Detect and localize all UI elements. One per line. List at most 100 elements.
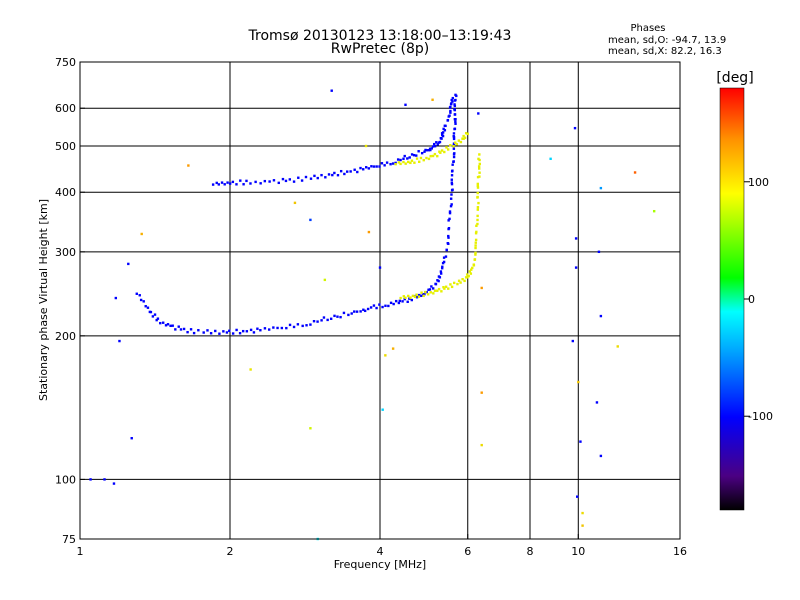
o-mode-point xyxy=(135,292,138,295)
x-mode-point xyxy=(432,292,435,295)
o-mode-f2-point xyxy=(336,174,340,177)
o-mode-point xyxy=(452,142,456,145)
scatter-point xyxy=(391,347,395,350)
x-mode-point xyxy=(476,191,479,195)
x-mode-point xyxy=(476,184,480,188)
scatter-point xyxy=(323,278,327,282)
scatter-point xyxy=(249,368,252,371)
o-mode-point xyxy=(415,296,419,299)
scatter-point xyxy=(118,339,121,343)
o-mode-f2-point xyxy=(449,105,452,109)
scatter-point xyxy=(581,524,584,527)
o-mode-point xyxy=(410,298,413,302)
scatter-point xyxy=(581,511,584,515)
o-mode-point xyxy=(452,147,456,150)
x-mode-point xyxy=(471,266,474,270)
o-mode-point xyxy=(182,327,186,331)
scatter-point xyxy=(599,454,603,458)
o-mode-point xyxy=(280,326,284,330)
chart-subtitle: RwPretec (8p) xyxy=(331,41,429,57)
o-mode-point xyxy=(444,255,448,258)
x-mode-f2-point xyxy=(439,151,442,154)
scatter-point xyxy=(576,495,579,498)
o-mode-point xyxy=(387,304,390,308)
o-mode-f2-point xyxy=(309,177,313,180)
x-mode-point xyxy=(442,286,445,289)
x-mode-point xyxy=(457,279,461,283)
o-mode-point xyxy=(450,203,453,206)
o-mode-point xyxy=(186,330,189,334)
o-mode-point xyxy=(401,300,404,303)
x-tick-label: 8 xyxy=(527,545,534,558)
scatter-point xyxy=(130,437,133,440)
x-mode-point xyxy=(422,294,425,298)
o-mode-point xyxy=(445,248,448,252)
colorbar-tick-label: -100 xyxy=(748,410,773,423)
o-mode-point xyxy=(449,204,453,208)
o-mode-point xyxy=(440,267,444,270)
o-mode-point xyxy=(353,310,356,313)
o-mode-point xyxy=(359,310,362,313)
o-mode-point xyxy=(452,135,455,138)
x-mode-point xyxy=(478,171,481,174)
o-mode-f2-point xyxy=(425,149,429,152)
x-mode-point xyxy=(474,241,477,244)
o-mode-point xyxy=(398,299,402,303)
o-mode-f2-point xyxy=(249,182,252,185)
y-tick-label: 75 xyxy=(62,533,76,546)
x-mode-point xyxy=(413,295,417,299)
x-mode-point xyxy=(476,214,479,218)
o-mode-f2-point xyxy=(339,169,343,173)
o-mode-point xyxy=(363,309,367,313)
x-mode-f2-point xyxy=(452,145,455,148)
o-mode-point xyxy=(454,122,457,125)
o-mode-f2-point xyxy=(375,165,378,168)
scatter-point xyxy=(652,209,656,213)
o-mode-point xyxy=(192,331,196,335)
o-mode-point xyxy=(381,305,384,309)
o-mode-f2-point xyxy=(235,183,238,186)
o-mode-f2-point xyxy=(300,179,304,182)
scatter-point xyxy=(309,218,312,222)
scatter-point xyxy=(364,144,368,148)
scatter-point xyxy=(187,164,190,167)
x-mode-point xyxy=(452,281,456,285)
x-mode-point xyxy=(474,244,477,247)
o-mode-point xyxy=(454,120,457,123)
o-mode-f2-point xyxy=(254,180,257,184)
o-mode-f2-point xyxy=(231,180,235,184)
o-mode-point xyxy=(166,323,170,326)
x-mode-point xyxy=(468,270,471,273)
o-mode-point xyxy=(453,152,456,155)
o-mode-f2-point xyxy=(242,183,245,186)
x-mode-f2-point xyxy=(425,156,428,160)
o-mode-f2-point xyxy=(362,168,365,171)
o-mode-point xyxy=(403,297,406,301)
o-mode-point xyxy=(417,293,421,297)
scatter-point xyxy=(595,401,599,404)
scatter-point xyxy=(381,408,384,411)
o-mode-f2-point xyxy=(259,182,262,185)
colorbar-tick-label: 100 xyxy=(748,176,769,189)
scatter-point xyxy=(597,250,601,254)
x-mode-f2-point xyxy=(402,160,405,164)
x-mode-f2-point xyxy=(410,159,414,162)
o-mode-point xyxy=(149,310,153,314)
o-mode-f2-point xyxy=(378,165,381,168)
scatter-point xyxy=(574,237,578,240)
o-mode-point xyxy=(350,312,353,315)
o-mode-f2-point xyxy=(385,161,389,164)
o-mode-f2-point xyxy=(313,174,316,178)
o-mode-f2-point xyxy=(284,179,288,183)
x-mode-f2-point xyxy=(462,134,465,138)
x-mode-f2-point xyxy=(454,141,457,144)
o-mode-point xyxy=(322,316,326,319)
x-tick-label: 2 xyxy=(227,545,234,558)
o-mode-point xyxy=(292,325,296,329)
x-mode-point xyxy=(409,296,412,299)
o-mode-point xyxy=(153,313,157,316)
o-mode-point xyxy=(441,261,445,265)
o-mode-f2-point xyxy=(288,178,292,181)
x-mode-f2-point xyxy=(463,136,467,139)
x-mode-f2-point xyxy=(397,161,401,164)
